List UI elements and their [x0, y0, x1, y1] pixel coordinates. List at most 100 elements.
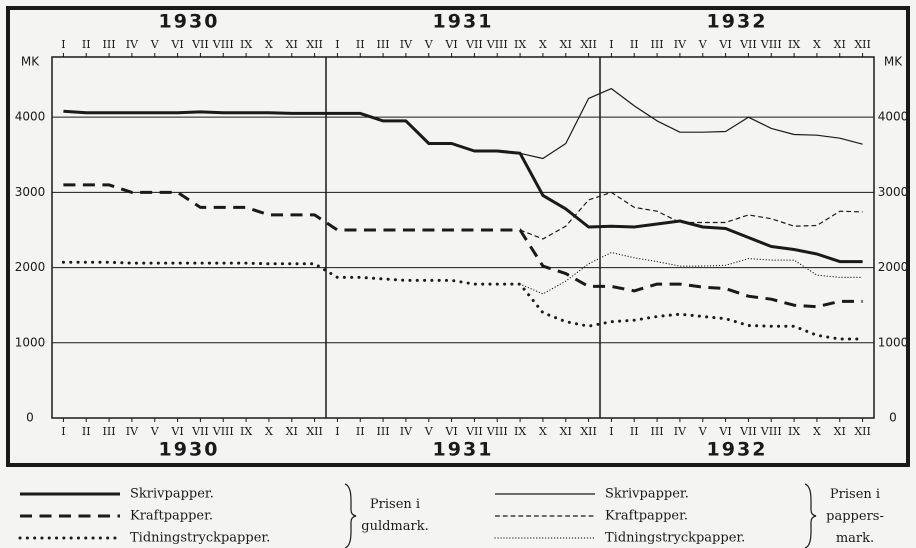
legend-label: Tidningstryckpapper. — [130, 531, 270, 546]
x-tick-label: II — [82, 425, 91, 438]
x-tick-label: II — [356, 425, 365, 438]
y-tick-label: 0 — [889, 411, 897, 425]
series-line — [519, 251, 864, 295]
x-tick-label: V — [698, 425, 708, 438]
x-tick-label: XI — [286, 38, 298, 51]
x-tick-label: VI — [444, 38, 457, 51]
y-tick-label: 2000 — [878, 260, 909, 274]
x-tick-label: III — [377, 425, 390, 438]
frame — [6, 6, 910, 467]
x-tick-label: VIII — [212, 38, 234, 51]
x-tick-label: VII — [191, 425, 209, 438]
x-tick-label: X — [813, 425, 821, 438]
y-axis-label: MK — [884, 55, 903, 69]
x-tick-label: VI — [718, 38, 731, 51]
x-tick-label: II — [82, 38, 91, 51]
legend-group-label: Prisen i guldmark. — [361, 497, 428, 534]
y-tick-label: 4000 — [878, 110, 909, 124]
x-tick-label: III — [103, 425, 116, 438]
x-tick-label: XII — [580, 38, 597, 51]
x-tick-label: IX — [514, 425, 526, 438]
x-tick-label: VI — [170, 38, 183, 51]
x-tick-label: I — [335, 425, 339, 438]
y-tick-label: 2000 — [15, 260, 46, 274]
legend-group-label: Prisen i pappers-mark. — [826, 487, 884, 546]
x-tick-label: II — [356, 38, 365, 51]
x-tick-label: VII — [191, 38, 209, 51]
x-tick-label: IX — [240, 38, 252, 51]
legend-brace — [804, 483, 817, 548]
x-tick-label: VI — [444, 425, 457, 438]
year-label: 1931 — [433, 439, 494, 461]
x-tick-label: III — [651, 38, 664, 51]
x-tick-label: X — [539, 425, 547, 438]
series-line — [519, 191, 863, 240]
x-tick-label: VII — [739, 425, 757, 438]
x-tick-label: XII — [306, 425, 323, 438]
series-line — [63, 183, 863, 309]
x-tick-label: IV — [126, 38, 139, 51]
x-tick-label: IV — [400, 38, 413, 51]
x-tick-label: X — [265, 425, 273, 438]
legend-label: Skrivpapper. — [605, 487, 689, 502]
year-label: 1932 — [707, 439, 768, 461]
x-tick-label: IV — [674, 425, 687, 438]
x-tick-label: VIII — [212, 425, 234, 438]
x-tick-label: VIII — [486, 425, 508, 438]
y-tick-label: 3000 — [15, 185, 46, 199]
legend-brace — [344, 483, 357, 548]
x-tick-label: II — [630, 38, 639, 51]
x-tick-label: VI — [170, 425, 183, 438]
y-tick-label: 1000 — [878, 335, 909, 349]
y-tick-label: 4000 — [15, 110, 46, 124]
x-tick-label: V — [150, 425, 160, 438]
x-tick-label: XI — [834, 425, 846, 438]
x-tick-label: X — [813, 38, 821, 51]
year-label: 1932 — [707, 11, 768, 33]
x-tick-label: X — [539, 38, 547, 51]
x-tick-label: IV — [126, 425, 139, 438]
series-line — [519, 88, 863, 160]
legend-label: Kraftpapper. — [130, 509, 213, 524]
x-tick-label: I — [61, 425, 65, 438]
x-tick-label: XI — [560, 425, 572, 438]
x-tick-label: XI — [560, 38, 572, 51]
x-tick-label: VII — [465, 425, 483, 438]
series-line — [61, 260, 865, 341]
x-tick-label: V — [424, 425, 434, 438]
x-tick-label: IX — [514, 38, 526, 51]
x-tick-label: VIII — [760, 425, 782, 438]
legend-label: Skrivpapper. — [130, 487, 214, 502]
x-tick-label: XII — [306, 38, 323, 51]
x-tick-label: IX — [240, 425, 252, 438]
x-tick-label: III — [651, 425, 664, 438]
x-tick-label: VI — [718, 425, 731, 438]
x-tick-label: IV — [674, 38, 687, 51]
x-tick-label: V — [424, 38, 434, 51]
x-tick-label: III — [103, 38, 116, 51]
x-tick-label: I — [609, 38, 613, 51]
y-tick-label: 1000 — [15, 335, 46, 349]
x-tick-label: I — [609, 425, 613, 438]
x-tick-label: II — [630, 425, 639, 438]
x-tick-label: IX — [788, 38, 800, 51]
year-label: 1931 — [433, 11, 494, 33]
x-tick-label: VIII — [760, 38, 782, 51]
x-tick-label: V — [150, 38, 160, 51]
x-tick-label: VII — [465, 38, 483, 51]
x-tick-label: III — [377, 38, 390, 51]
series-line — [63, 109, 863, 264]
x-tick-label: I — [61, 38, 65, 51]
legend-label: Kraftpapper. — [605, 509, 688, 524]
y-axis-label: MK — [21, 55, 40, 69]
x-tick-label: XI — [286, 425, 298, 438]
x-tick-label: X — [265, 38, 273, 51]
x-tick-label: XI — [834, 38, 846, 51]
x-tick-label: XII — [854, 425, 871, 438]
year-label: 1930 — [159, 11, 220, 33]
x-tick-label: XII — [580, 425, 597, 438]
x-tick-label: VII — [739, 38, 757, 51]
x-tick-label: V — [698, 38, 708, 51]
year-label: 1930 — [159, 439, 220, 461]
